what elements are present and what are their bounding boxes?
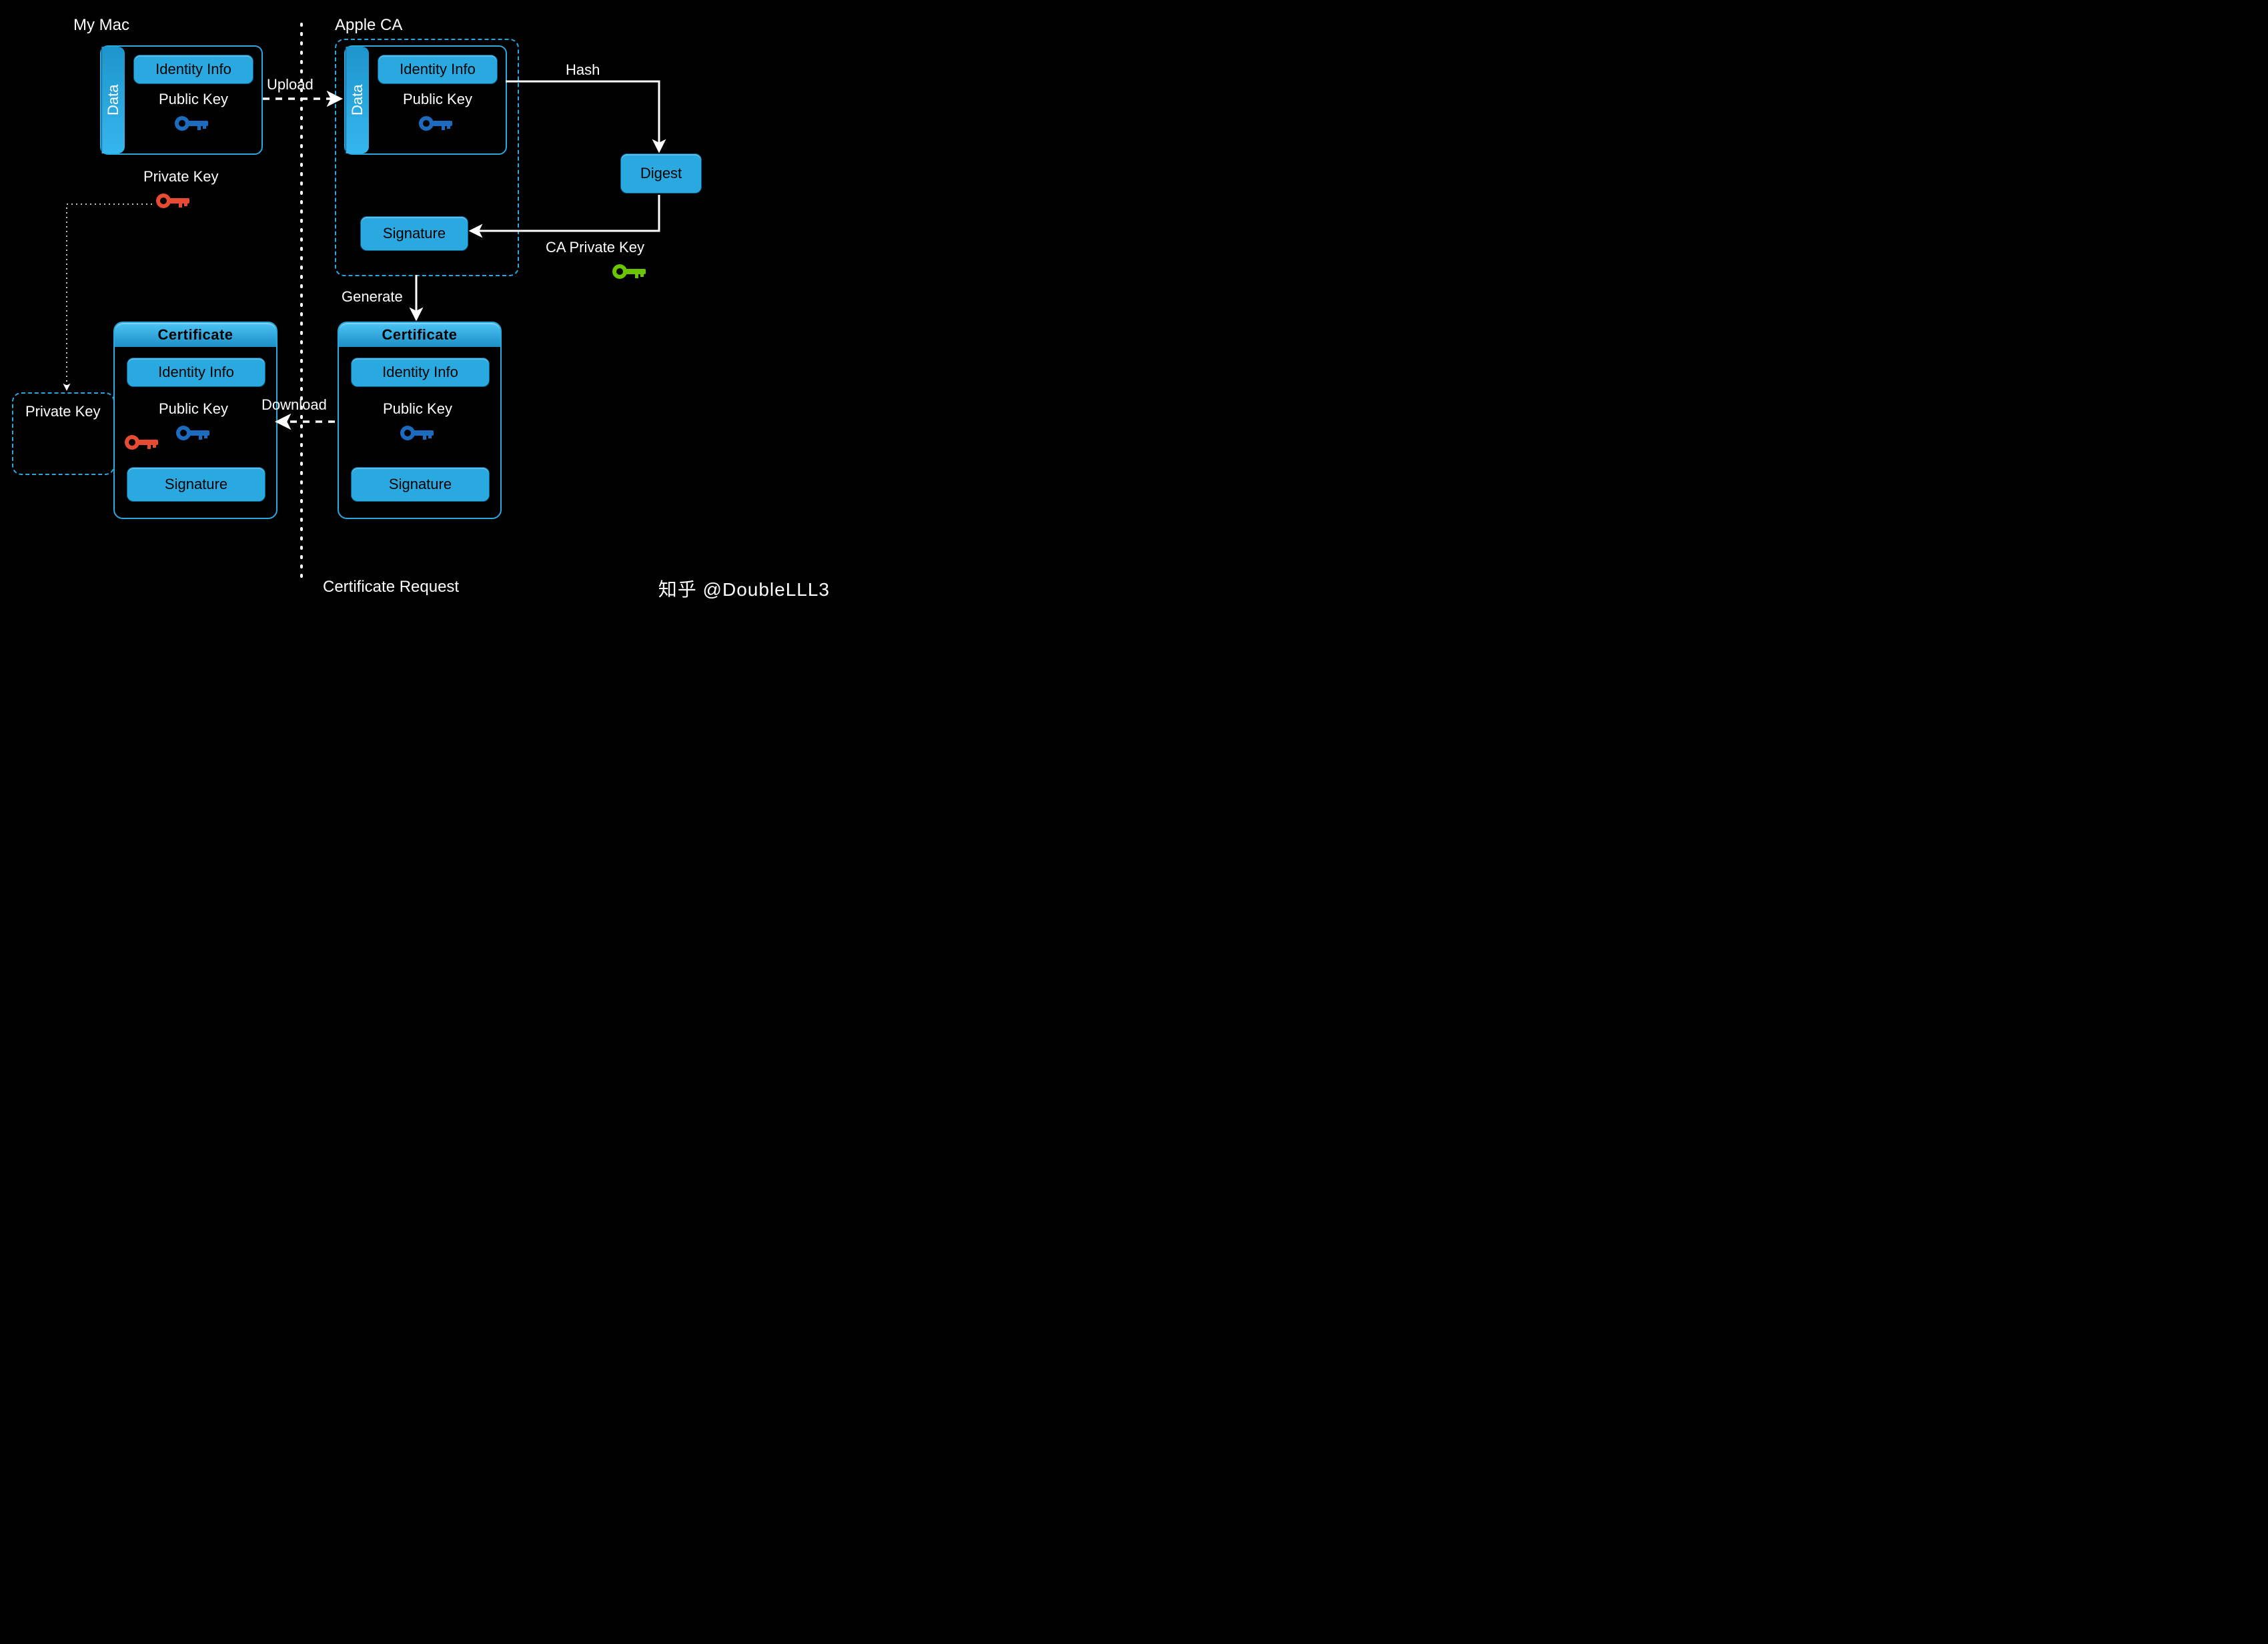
identity-info-pill: Identity Info [133, 55, 253, 84]
public-key-icon [399, 423, 439, 443]
digest-box: Digest [620, 153, 702, 193]
identity-info-pill: Identity Info [351, 358, 490, 387]
hash-label: Hash [566, 61, 600, 79]
public-key-label: Public Key [403, 91, 472, 108]
signature-pill: Signature [127, 467, 265, 502]
watermark-text: 知乎 @DoubleLLL3 [658, 575, 830, 602]
right-section-title: Apple CA [335, 16, 402, 35]
signature-pill-ca: Signature [360, 216, 468, 251]
certificate-header: Certificate [339, 323, 500, 347]
public-key-icon [175, 423, 215, 443]
data-card-appleca: Data Identity Info Public Key [344, 45, 507, 155]
ca-private-key-icon [611, 262, 651, 282]
ca-private-key-label: CA Private Key [546, 239, 644, 256]
private-key-icon-bottom [123, 432, 163, 452]
identity-info-pill: Identity Info [378, 55, 498, 84]
data-tab-label: Data [346, 47, 369, 153]
certificate-card-left: Certificate Identity Info Public Key Sig… [113, 322, 277, 519]
public-key-label: Public Key [159, 91, 228, 108]
diagram-stage: My Mac Apple CA Data Identity Info Publi… [0, 0, 854, 619]
public-key-label: Public Key [159, 400, 228, 418]
certificate-card-right: Certificate Identity Info Public Key Sig… [338, 322, 502, 519]
public-key-label: Public Key [383, 400, 452, 418]
certificate-header: Certificate [115, 323, 276, 347]
left-section-title: My Mac [73, 16, 129, 35]
signature-pill: Signature [351, 467, 490, 502]
private-key-icon-top [155, 191, 195, 211]
data-tab-label: Data [101, 47, 125, 153]
private-key-label-bottom: Private Key [25, 403, 101, 420]
private-key-label-top: Private Key [143, 168, 219, 185]
public-key-icon [418, 113, 458, 133]
upload-label: Upload [267, 76, 314, 93]
public-key-icon [173, 113, 213, 133]
generate-label: Generate [342, 288, 403, 306]
data-card-mymac: Data Identity Info Public Key [100, 45, 263, 155]
identity-info-pill: Identity Info [127, 358, 265, 387]
download-label: Download [261, 396, 327, 414]
diagram-title: Certificate Request [323, 578, 459, 596]
